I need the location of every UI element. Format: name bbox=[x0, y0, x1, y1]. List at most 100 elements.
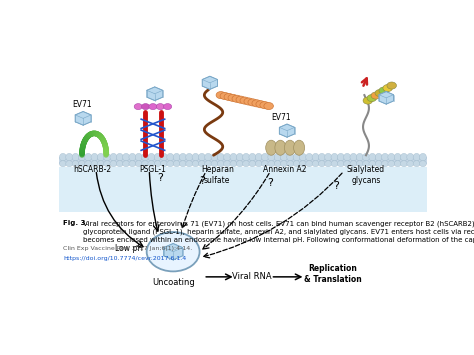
Circle shape bbox=[146, 232, 200, 271]
Ellipse shape bbox=[419, 161, 427, 167]
Circle shape bbox=[252, 100, 262, 107]
Ellipse shape bbox=[66, 161, 73, 167]
Ellipse shape bbox=[85, 153, 91, 161]
Ellipse shape bbox=[154, 153, 161, 161]
Circle shape bbox=[220, 92, 229, 99]
Ellipse shape bbox=[148, 153, 155, 161]
Ellipse shape bbox=[123, 161, 129, 167]
Ellipse shape bbox=[300, 161, 306, 167]
Ellipse shape bbox=[211, 161, 218, 167]
Ellipse shape bbox=[72, 161, 79, 167]
Ellipse shape bbox=[274, 161, 281, 167]
Ellipse shape bbox=[173, 153, 180, 161]
Ellipse shape bbox=[306, 153, 313, 161]
Ellipse shape bbox=[356, 153, 363, 161]
Ellipse shape bbox=[91, 161, 98, 167]
Ellipse shape bbox=[300, 153, 306, 161]
Circle shape bbox=[367, 94, 376, 102]
Ellipse shape bbox=[325, 161, 332, 167]
Ellipse shape bbox=[331, 161, 338, 167]
Text: ?: ? bbox=[267, 178, 273, 189]
Text: Low pH: Low pH bbox=[115, 245, 143, 253]
Ellipse shape bbox=[192, 161, 199, 167]
Ellipse shape bbox=[413, 161, 420, 167]
Ellipse shape bbox=[116, 153, 123, 161]
Ellipse shape bbox=[401, 153, 408, 161]
Circle shape bbox=[363, 97, 373, 104]
Circle shape bbox=[134, 104, 142, 110]
Ellipse shape bbox=[142, 153, 148, 161]
Text: EV71: EV71 bbox=[272, 113, 292, 122]
Ellipse shape bbox=[72, 153, 79, 161]
Polygon shape bbox=[202, 76, 218, 89]
Text: hSCARB-2: hSCARB-2 bbox=[73, 165, 111, 174]
Ellipse shape bbox=[287, 153, 294, 161]
Circle shape bbox=[240, 97, 249, 104]
Ellipse shape bbox=[97, 161, 104, 167]
Ellipse shape bbox=[104, 153, 110, 161]
Text: Clin Exp Vaccine Res. 2017 Jan;6(1):4-14.: Clin Exp Vaccine Res. 2017 Jan;6(1):4-14… bbox=[63, 246, 192, 251]
Ellipse shape bbox=[262, 161, 268, 167]
Ellipse shape bbox=[419, 153, 427, 161]
Circle shape bbox=[224, 93, 234, 100]
Ellipse shape bbox=[388, 161, 395, 167]
Ellipse shape bbox=[218, 161, 224, 167]
Ellipse shape bbox=[407, 161, 414, 167]
Polygon shape bbox=[75, 111, 91, 125]
Ellipse shape bbox=[110, 161, 117, 167]
Ellipse shape bbox=[230, 153, 237, 161]
Ellipse shape bbox=[312, 153, 319, 161]
Circle shape bbox=[264, 103, 273, 110]
Ellipse shape bbox=[337, 161, 344, 167]
Circle shape bbox=[232, 95, 242, 102]
Ellipse shape bbox=[413, 153, 420, 161]
Ellipse shape bbox=[382, 161, 389, 167]
Ellipse shape bbox=[293, 161, 300, 167]
Ellipse shape bbox=[161, 161, 167, 167]
Ellipse shape bbox=[218, 153, 224, 161]
Ellipse shape bbox=[325, 153, 332, 161]
Ellipse shape bbox=[319, 153, 325, 161]
Ellipse shape bbox=[59, 161, 66, 167]
Circle shape bbox=[216, 92, 226, 99]
Text: EV71: EV71 bbox=[72, 100, 92, 109]
Circle shape bbox=[149, 104, 157, 110]
Ellipse shape bbox=[363, 161, 370, 167]
Ellipse shape bbox=[123, 153, 129, 161]
Ellipse shape bbox=[268, 161, 275, 167]
Ellipse shape bbox=[312, 161, 319, 167]
Ellipse shape bbox=[129, 153, 136, 161]
Circle shape bbox=[142, 104, 150, 110]
Ellipse shape bbox=[135, 153, 142, 161]
Ellipse shape bbox=[224, 153, 231, 161]
Ellipse shape bbox=[255, 161, 262, 167]
Ellipse shape bbox=[135, 161, 142, 167]
Circle shape bbox=[387, 82, 396, 89]
Text: Uncoating: Uncoating bbox=[152, 278, 194, 287]
Ellipse shape bbox=[205, 161, 212, 167]
Ellipse shape bbox=[319, 161, 325, 167]
Ellipse shape bbox=[394, 161, 401, 167]
Circle shape bbox=[379, 87, 389, 94]
Bar bbox=[59, 157, 427, 164]
Text: Annexin A2: Annexin A2 bbox=[264, 165, 307, 174]
Ellipse shape bbox=[249, 161, 256, 167]
Text: Replication
& Translation: Replication & Translation bbox=[304, 264, 362, 284]
Ellipse shape bbox=[161, 153, 167, 161]
Circle shape bbox=[244, 98, 254, 105]
Ellipse shape bbox=[85, 161, 91, 167]
Ellipse shape bbox=[59, 153, 66, 161]
Ellipse shape bbox=[66, 153, 73, 161]
Circle shape bbox=[228, 94, 237, 102]
Ellipse shape bbox=[173, 161, 180, 167]
Text: Viral RNA: Viral RNA bbox=[232, 272, 272, 282]
Circle shape bbox=[164, 104, 172, 110]
Ellipse shape bbox=[230, 161, 237, 167]
Bar bbox=[59, 167, 427, 212]
Ellipse shape bbox=[167, 153, 174, 161]
Ellipse shape bbox=[268, 153, 275, 161]
Text: ?: ? bbox=[200, 176, 205, 186]
Ellipse shape bbox=[344, 161, 351, 167]
Ellipse shape bbox=[382, 153, 389, 161]
Circle shape bbox=[248, 99, 257, 106]
